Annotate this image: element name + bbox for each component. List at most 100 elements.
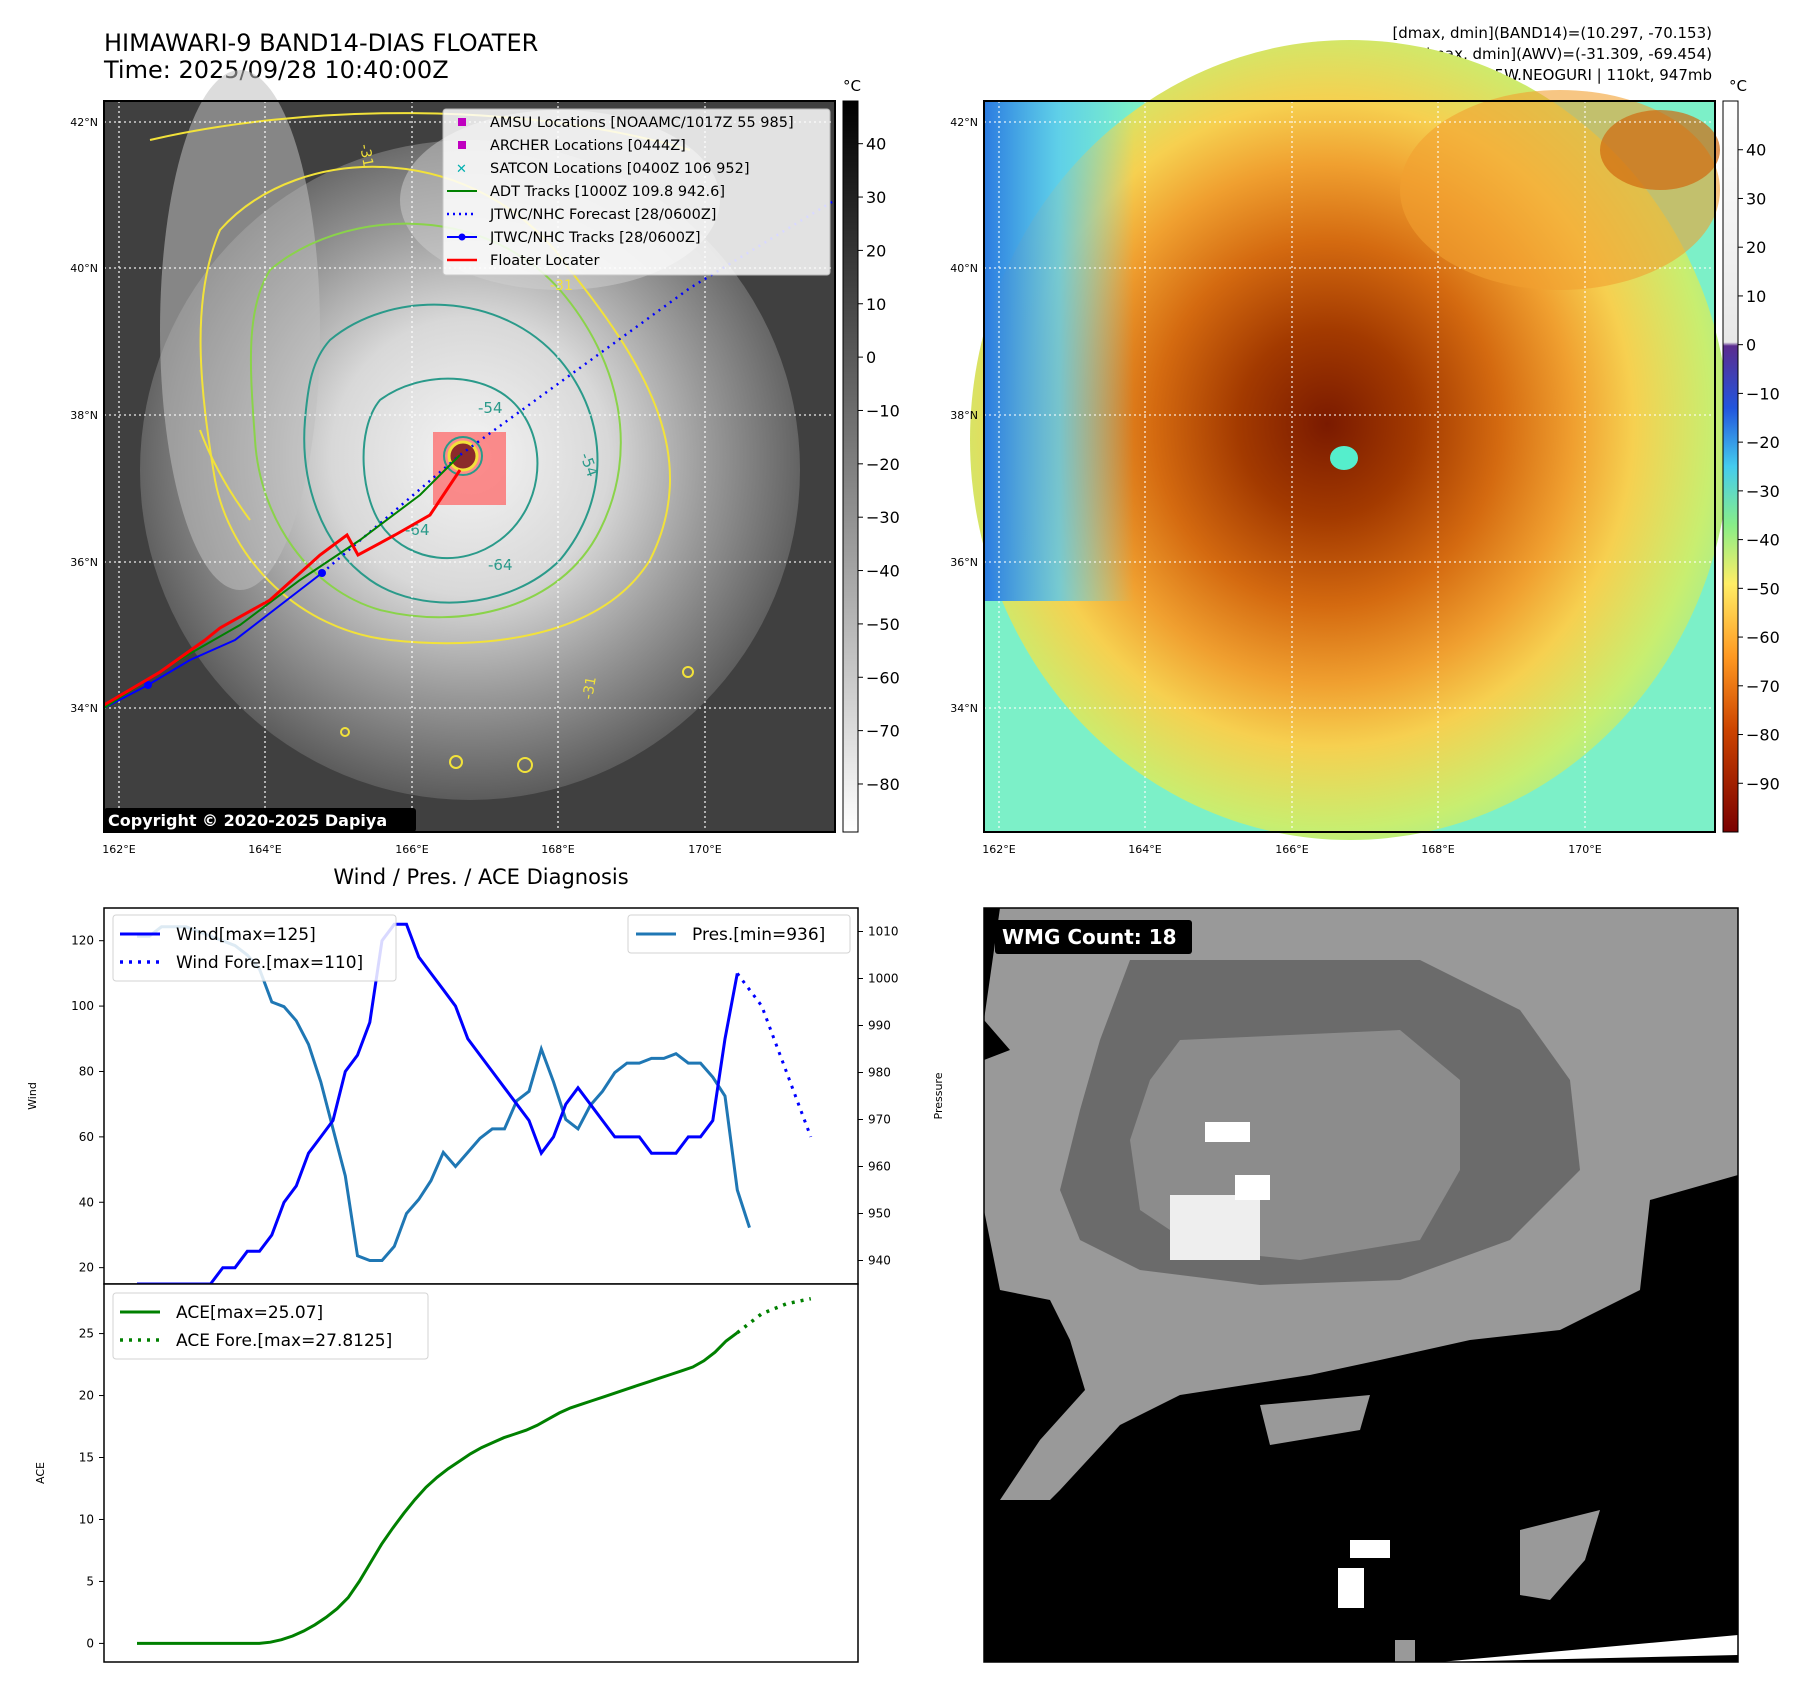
cbar-tick-label: 40 <box>866 135 886 154</box>
lon-label: 168°E <box>1421 843 1454 856</box>
cbar-tick-label: −80 <box>1746 726 1780 745</box>
wind-tick-label: 120 <box>71 934 94 948</box>
cbar-tick-label: −40 <box>866 562 900 581</box>
legend-pressure: Pres.[min=936] <box>692 925 825 945</box>
info-line2: [dmax, dmin](AWV)=(-31.309, -69.454) <box>1415 45 1712 63</box>
cbar-unit: °C <box>1729 77 1747 95</box>
cbar-tick-label: −40 <box>1746 531 1780 550</box>
ace-tick-label: 0 <box>86 1636 94 1650</box>
pressure-tick-label: 950 <box>868 1207 891 1221</box>
cbar-tick-label: 40 <box>1746 141 1766 160</box>
wind-forecast-line <box>736 972 813 1138</box>
lon-label: 170°E <box>1568 843 1601 856</box>
jtwc-forecast-track <box>321 198 836 574</box>
color-colorbar: °C 40 30 20 10 0 −10 −20 −30 −40 −50 −60 −70 −80 −90 <box>1722 77 1780 833</box>
lon-label: 164°E <box>1128 843 1161 856</box>
lon-label: 170°E <box>688 843 721 856</box>
cbar-tick-label: 10 <box>1746 287 1766 306</box>
pressure-tick-label: 1000 <box>868 972 899 986</box>
lon-label: 168°E <box>541 843 574 856</box>
cbar-tick-label: −30 <box>866 508 900 527</box>
legend-archer: ARCHER Locations [0444Z] <box>490 138 686 154</box>
legend-jtwc-tracks: JTWC/NHC Tracks [28/0600Z] <box>489 230 701 246</box>
wind-tick-label: 40 <box>79 1195 94 1209</box>
wind-tick-label: 20 <box>79 1261 94 1275</box>
lat-label: 42°N <box>70 116 98 129</box>
contour-label: -64 <box>488 556 513 574</box>
contour-label: -54 <box>478 399 503 417</box>
copyright: Copyright © 2020-2025 Dapiya <box>108 811 387 830</box>
wind-pressure-plot: 20 40 60 80 100 120 940 950 960 970 980 990 1000 1010… <box>26 907 945 1286</box>
ace-tick-label: 5 <box>86 1574 94 1588</box>
wind-line <box>137 922 739 1286</box>
cbar-unit: °C <box>843 77 861 95</box>
ir-map-panel: -54 -64 -54 -64 -31 -31 -31 AMSU Locatio… <box>103 70 836 833</box>
ace-tick-label: 15 <box>79 1451 94 1465</box>
cbar-tick-label: −50 <box>1746 579 1780 598</box>
legend-forecast: JTWC/NHC Forecast [28/0600Z] <box>489 207 716 223</box>
contour-label: -31 <box>356 143 376 168</box>
ace-tick-label: 25 <box>79 1327 94 1341</box>
cbar-tick-label: 0 <box>1746 336 1756 355</box>
wmg-bright-spot <box>1170 1195 1260 1260</box>
cbar-tick-label: −20 <box>866 455 900 474</box>
pressure-tick-label: 990 <box>868 1019 891 1033</box>
lon-label: 164°E <box>248 843 281 856</box>
lat-label: 34°N <box>70 702 98 715</box>
cbar-tick-label: 20 <box>1746 238 1766 257</box>
cbar-tick-label: −80 <box>866 775 900 794</box>
legend-floater: Floater Locater <box>490 253 599 269</box>
legend-wind: Wind[max=125] <box>176 925 316 945</box>
wind-axis-label: Wind <box>26 1082 39 1110</box>
legend-ace: ACE[max=25.07] <box>176 1303 323 1323</box>
legend-amsu: AMSU Locations [NOAAMC/1017Z 55 985] <box>490 115 794 131</box>
cbar-tick-label: −50 <box>866 615 900 634</box>
wind-tick-label: 100 <box>71 999 94 1013</box>
color-map-frame <box>983 100 1716 833</box>
pressure-tick-label: 940 <box>868 1254 891 1268</box>
jtwc-track <box>103 572 323 709</box>
contour-64 <box>362 377 539 560</box>
contour-label: -31 <box>550 278 573 294</box>
lat-label: 38°N <box>950 409 978 422</box>
pressure-tick-label: 960 <box>868 1160 891 1174</box>
info-line1: [dmax, dmin](BAND14)=(10.297, -70.153) <box>1392 24 1712 42</box>
lat-label: 36°N <box>950 556 978 569</box>
legend-adt: ADT Tracks [1000Z 109.8 942.6] <box>490 184 725 200</box>
lon-label: 162°E <box>102 843 135 856</box>
pressure-axis-label: Pressure <box>932 1072 945 1119</box>
cbar-tick-label: 30 <box>1746 189 1766 208</box>
cbar-tick-label: −20 <box>1746 433 1780 452</box>
cbar-tick-label: −70 <box>866 722 900 741</box>
lon-label: 166°E <box>1275 843 1308 856</box>
eye <box>447 440 479 472</box>
cbar-tick-label: −60 <box>866 668 900 687</box>
legend-ace-fore: ACE Fore.[max=27.8125] <box>176 1331 392 1351</box>
map-legend: AMSU Locations [NOAAMC/1017Z 55 985] ARC… <box>442 108 831 276</box>
pressure-tick-label: 970 <box>868 1113 891 1127</box>
pressure-tick-label: 1010 <box>868 925 899 939</box>
wmg-panel: WMG Count: 18 <box>983 907 1739 1663</box>
cbar-tick-label: −70 <box>1746 677 1780 696</box>
info-line3: 25W.NEOGURI | 110kt, 947mb <box>1485 66 1712 84</box>
title-line2: Time: 2025/09/28 10:40:00Z <box>103 56 449 84</box>
diag-title: Wind / Pres. / ACE Diagnosis <box>333 865 628 889</box>
cbar-tick-label: −10 <box>866 401 900 420</box>
wind-tick-label: 80 <box>79 1064 94 1078</box>
cbar-tick-label: 30 <box>866 188 886 207</box>
wmg-count: WMG Count: 18 <box>1002 925 1177 949</box>
cbar-tick-label: 0 <box>866 348 876 367</box>
cbar-tick-label: −60 <box>1746 628 1780 647</box>
floater-track <box>103 469 462 707</box>
ace-tick-label: 20 <box>79 1389 94 1403</box>
legend-satcon: SATCON Locations [0400Z 106 952] <box>490 161 749 177</box>
title-line1: HIMAWARI-9 BAND14-DIAS FLOATER <box>104 29 538 57</box>
cbar-tick-label: −30 <box>1746 482 1780 501</box>
legend-wind-fore: Wind Fore.[max=110] <box>176 953 363 973</box>
contour-54 <box>303 303 599 604</box>
lat-label: 40°N <box>950 262 978 275</box>
ace-axis-label: ACE <box>34 1462 47 1484</box>
lon-label: 162°E <box>982 843 1015 856</box>
color-map-panel <box>970 40 1730 840</box>
lat-label: 34°N <box>950 702 978 715</box>
